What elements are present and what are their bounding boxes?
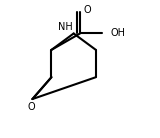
Text: OH: OH: [111, 28, 126, 39]
Text: O: O: [83, 5, 91, 15]
Text: NH: NH: [58, 22, 72, 32]
Text: O: O: [27, 102, 35, 112]
